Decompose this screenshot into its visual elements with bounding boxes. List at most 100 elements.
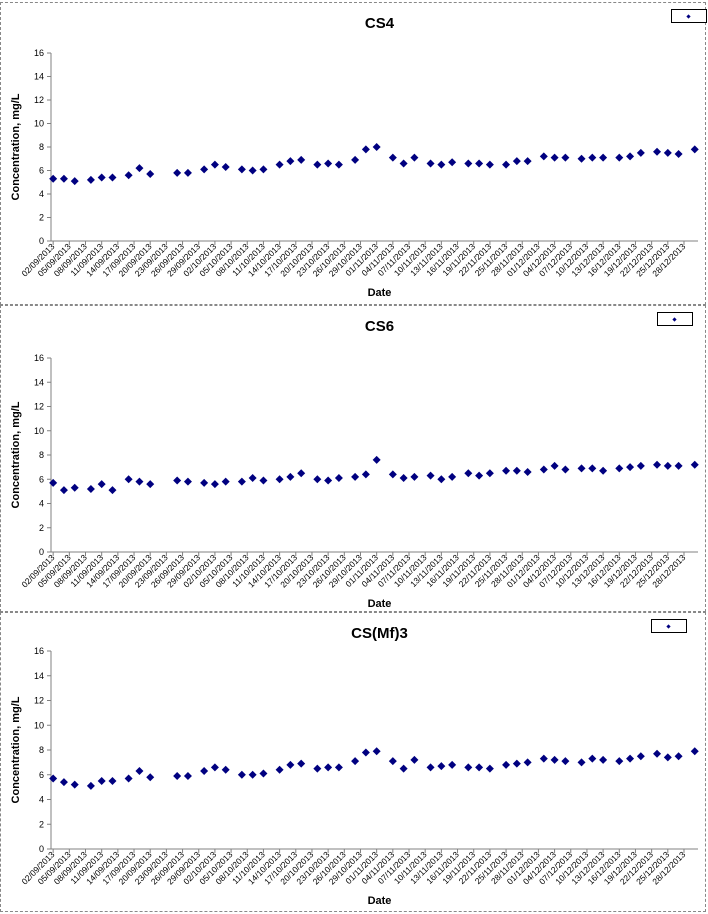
data-point xyxy=(626,463,635,472)
data-point xyxy=(297,469,306,478)
chart-cs6: CS6024681012141602/09/201305/09/201308/0… xyxy=(10,318,699,610)
data-point xyxy=(539,754,548,763)
chart-csmf3: CS(Mf)3024681012141602/09/201305/09/2013… xyxy=(10,625,699,907)
data-point xyxy=(475,763,484,772)
data-point xyxy=(334,474,343,483)
data-point xyxy=(485,160,494,169)
y-tick-label: 4 xyxy=(39,795,44,805)
data-point xyxy=(173,168,182,177)
data-point xyxy=(410,153,419,162)
data-point xyxy=(313,475,322,484)
data-point xyxy=(426,763,435,772)
data-point xyxy=(588,464,597,473)
data-point xyxy=(324,763,333,772)
legend-marker-icon xyxy=(671,316,677,322)
data-point xyxy=(259,769,268,778)
data-point xyxy=(351,757,360,766)
y-tick-label: 16 xyxy=(34,646,44,656)
data-point xyxy=(313,764,322,773)
chart-title: CS4 xyxy=(365,15,395,32)
y-tick-label: 14 xyxy=(34,377,44,387)
data-point xyxy=(297,759,306,768)
data-point xyxy=(248,474,257,483)
y-tick-label: 8 xyxy=(39,450,44,460)
y-tick-label: 0 xyxy=(39,236,44,246)
y-axis-label: Concentration, mg/L xyxy=(10,696,22,803)
data-point xyxy=(237,770,246,779)
data-point xyxy=(512,759,521,768)
chart-legend xyxy=(671,9,707,23)
data-point xyxy=(653,147,662,156)
data-point xyxy=(324,159,333,168)
data-point xyxy=(49,774,58,783)
data-point xyxy=(626,152,635,161)
data-point xyxy=(674,752,683,761)
data-point xyxy=(124,774,133,783)
data-point xyxy=(561,757,570,766)
data-point xyxy=(324,476,333,485)
data-point xyxy=(361,748,370,757)
data-point xyxy=(124,171,133,180)
data-point xyxy=(464,763,473,772)
data-point xyxy=(313,160,322,169)
data-point xyxy=(221,162,230,171)
data-point xyxy=(210,160,219,169)
data-point xyxy=(108,486,117,495)
data-point xyxy=(200,478,209,487)
data-point xyxy=(388,470,397,479)
data-point xyxy=(653,460,662,469)
data-point xyxy=(399,159,408,168)
y-tick-label: 6 xyxy=(39,770,44,780)
data-point xyxy=(512,466,521,475)
data-point xyxy=(388,153,397,162)
y-tick-label: 4 xyxy=(39,189,44,199)
chart-title: CS6 xyxy=(365,318,394,335)
y-tick-label: 12 xyxy=(34,696,44,706)
data-point xyxy=(523,758,532,767)
data-point xyxy=(448,760,457,769)
data-point xyxy=(200,165,209,174)
data-point xyxy=(237,165,246,174)
data-point xyxy=(588,754,597,763)
data-point xyxy=(183,477,192,486)
data-point xyxy=(361,470,370,479)
data-point xyxy=(248,770,257,779)
data-point xyxy=(626,754,635,763)
data-point xyxy=(399,474,408,483)
data-point xyxy=(146,170,155,179)
data-point xyxy=(523,467,532,476)
data-point xyxy=(237,477,246,486)
data-point xyxy=(502,760,511,769)
data-point xyxy=(636,148,645,157)
data-point xyxy=(108,776,117,785)
data-point xyxy=(49,478,58,487)
data-point xyxy=(221,765,230,774)
data-point xyxy=(550,461,559,470)
y-tick-label: 2 xyxy=(39,819,44,829)
legend-marker-icon xyxy=(665,623,671,629)
y-tick-label: 8 xyxy=(39,142,44,152)
data-point xyxy=(653,749,662,758)
y-tick-label: 0 xyxy=(39,547,44,557)
data-point xyxy=(361,145,370,154)
data-point xyxy=(372,143,381,151)
data-point xyxy=(485,764,494,773)
data-point xyxy=(286,760,295,769)
data-point xyxy=(599,466,608,475)
x-axis-label: Date xyxy=(368,895,392,907)
data-point xyxy=(437,762,446,771)
data-point xyxy=(437,475,446,484)
data-point xyxy=(615,464,624,473)
data-point xyxy=(577,758,586,767)
y-tick-label: 14 xyxy=(34,671,44,681)
data-point xyxy=(599,153,608,162)
data-point xyxy=(388,757,397,766)
data-point xyxy=(70,483,79,492)
data-point xyxy=(674,461,683,470)
y-tick-label: 6 xyxy=(39,474,44,484)
data-point xyxy=(464,159,473,168)
data-point xyxy=(475,159,484,168)
data-point xyxy=(577,464,586,473)
data-point xyxy=(108,173,117,182)
data-point xyxy=(210,480,219,489)
